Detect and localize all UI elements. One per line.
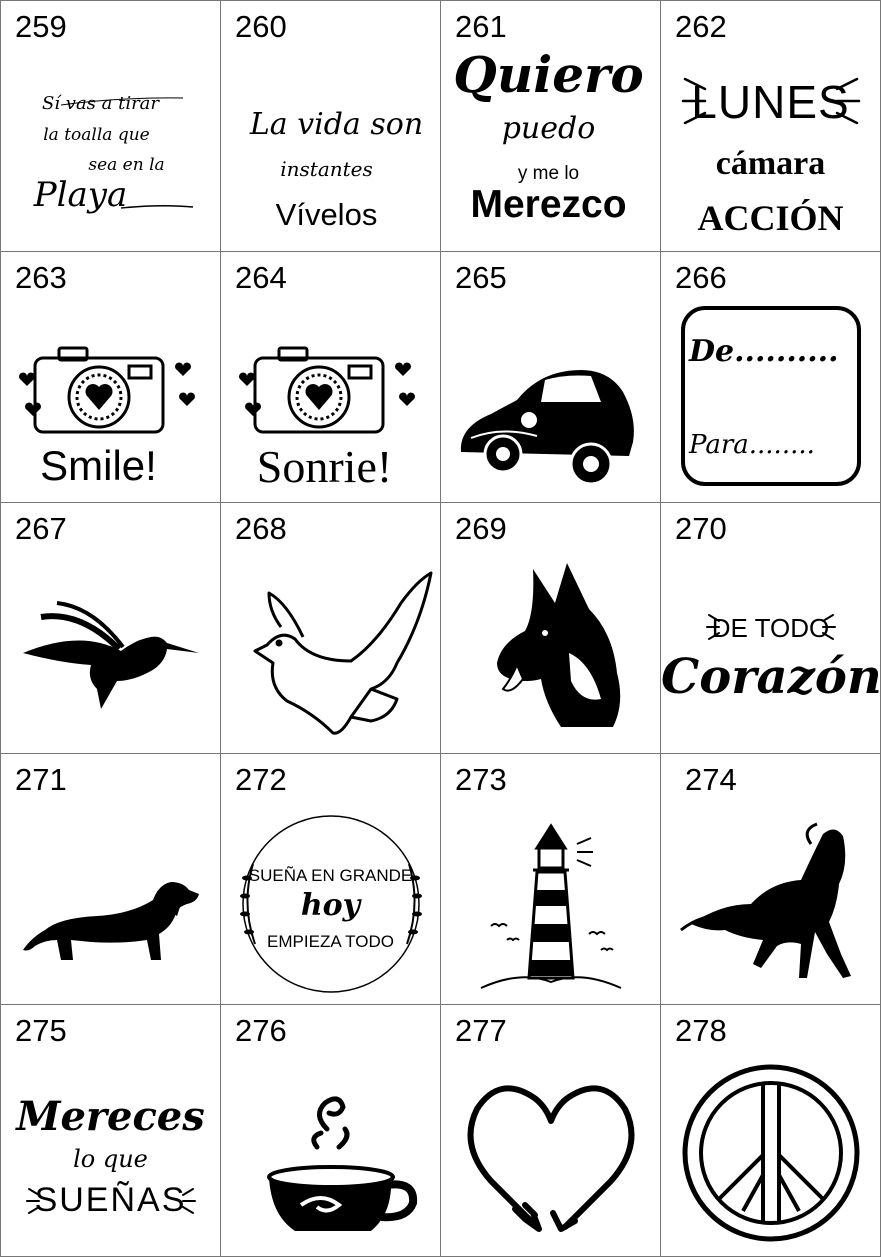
- design-number: 276: [235, 1013, 287, 1048]
- design-number: 274: [685, 762, 737, 797]
- design-text-line: Vívelos: [275, 197, 378, 232]
- design-text-line: LUNES: [691, 76, 850, 128]
- design-number: 262: [675, 9, 727, 44]
- design-cell-273[interactable]: 273: [441, 754, 661, 1005]
- design-number: 267: [15, 511, 67, 546]
- sparkle-rays-icon: [26, 1188, 196, 1214]
- camera-heart-icon: [239, 346, 415, 434]
- design-text-line: sea en la: [88, 155, 165, 175]
- design-cell-262[interactable]: 262 LUNES cámara ACCIÓN: [661, 1, 881, 252]
- design-text-line: cámara: [715, 145, 826, 182]
- design-cell-277[interactable]: 277: [441, 1005, 661, 1257]
- german-shepherd-icon: [497, 563, 621, 727]
- design-text-line: DE TODO: [711, 613, 830, 643]
- design-number: 275: [15, 1013, 67, 1048]
- horse-icon: [680, 822, 851, 978]
- design-cell-267[interactable]: 267: [1, 503, 221, 754]
- label-frame: [681, 306, 861, 486]
- design-text-line: la toalla que: [43, 125, 150, 145]
- design-number: 263: [15, 260, 67, 295]
- hummingbird-icon: [23, 601, 199, 709]
- design-text-line: Mereces: [16, 1093, 205, 1140]
- lighthouse-icon: [480, 823, 622, 989]
- design-cell-275[interactable]: 275 Mereces lo que SUEÑAS: [1, 1005, 221, 1257]
- design-text-line: Sí vas a tirar: [41, 93, 160, 114]
- design-cell-272[interactable]: 272 SUEÑA EN GRANDE hoy EMPIEZA TODO: [221, 754, 441, 1005]
- sparkle-rays-icon: [681, 77, 861, 125]
- coffee-cup-icon: [267, 1096, 418, 1231]
- design-text-line: EMPIEZA TODO: [267, 932, 394, 951]
- design-cell-261[interactable]: 261 Quiero puedo y me lo Merezco: [441, 1, 661, 252]
- design-cell-271[interactable]: 271: [1, 754, 221, 1005]
- design-text-line: Para........: [689, 430, 815, 460]
- design-text-line: Quiero: [453, 45, 644, 104]
- dove-icon: [253, 571, 433, 735]
- design-number: 265: [455, 260, 507, 295]
- design-number: 277: [455, 1013, 507, 1048]
- design-cell-274[interactable]: 274: [661, 754, 881, 1005]
- design-text-line: SUEÑA EN GRANDE: [248, 866, 413, 885]
- design-cell-265[interactable]: 265: [441, 252, 661, 503]
- design-number: 271: [15, 762, 67, 797]
- design-text-line: y me lo: [517, 163, 580, 184]
- design-text-line: lo que: [73, 1145, 148, 1173]
- design-text-line: La vida son: [249, 107, 424, 142]
- design-number: 272: [235, 762, 287, 797]
- design-number: 268: [235, 511, 287, 546]
- peace-sign-icon: [682, 1064, 860, 1242]
- design-number: 261: [455, 9, 507, 44]
- design-number: 273: [455, 762, 507, 797]
- design-text-line: Playa: [33, 175, 128, 215]
- design-cell-260[interactable]: 260 La vida son instantes Vívelos: [221, 1, 441, 252]
- design-number: 270: [675, 511, 727, 546]
- design-cell-270[interactable]: 270 DE TODO Corazón: [661, 503, 881, 754]
- design-text-line: SUEÑAS: [34, 1181, 187, 1219]
- laurel-wreath-icon: [240, 815, 422, 993]
- design-number: 264: [235, 260, 287, 295]
- design-number: 278: [675, 1013, 727, 1048]
- design-cell-276[interactable]: 276: [221, 1005, 441, 1257]
- design-cell-278[interactable]: 278: [661, 1005, 881, 1257]
- design-cell-269[interactable]: 269: [441, 503, 661, 754]
- design-text-line: ACCIÓN: [697, 198, 844, 238]
- dachshund-icon: [23, 882, 199, 960]
- design-text-line: De..........: [689, 334, 839, 369]
- underline-swash: [60, 97, 194, 209]
- design-number: 266: [675, 260, 727, 295]
- design-text-line: Smile!: [40, 442, 157, 489]
- arrow-heart-icon: [467, 1085, 635, 1232]
- design-text-line: Merezco: [470, 183, 627, 226]
- sparkle-rays-icon: [706, 614, 836, 640]
- camera-heart-icon: [19, 346, 195, 434]
- design-cell-264[interactable]: 264 Sonrie!: [221, 252, 441, 503]
- design-text-line: hoy: [300, 888, 361, 923]
- design-text-line: Sonrie!: [256, 441, 393, 492]
- design-text-line: instantes: [280, 157, 373, 181]
- design-cell-266[interactable]: 266 De.......... Para........: [661, 252, 881, 503]
- design-text-line: Corazón: [661, 649, 881, 705]
- design-cell-268[interactable]: 268: [221, 503, 441, 754]
- design-cell-263[interactable]: 263 Smile!: [1, 252, 221, 503]
- design-number: 260: [235, 9, 287, 44]
- design-number: 259: [15, 9, 67, 44]
- vw-beetle-car-icon: [460, 370, 634, 486]
- design-cell-259[interactable]: 259 Sí vas a tirar la toalla que sea en …: [1, 1, 221, 252]
- design-number: 269: [455, 511, 507, 546]
- design-text-line: puedo: [501, 111, 596, 146]
